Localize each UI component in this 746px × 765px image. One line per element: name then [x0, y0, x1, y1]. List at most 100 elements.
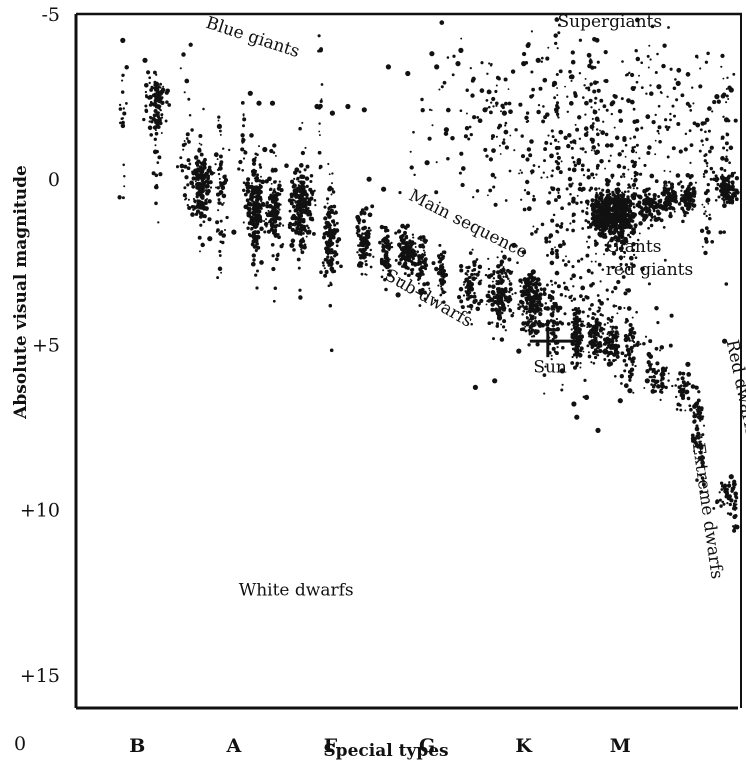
star-point: [507, 277, 510, 280]
star-point: [407, 256, 411, 260]
star-point: [323, 216, 328, 221]
star-point: [549, 142, 553, 145]
star-point: [659, 198, 663, 202]
star-point: [237, 167, 241, 171]
star-point: [532, 283, 535, 286]
star-point: [459, 109, 463, 113]
star-point: [615, 187, 621, 192]
star-point: [188, 162, 192, 166]
star-point: [682, 383, 687, 388]
star-point: [576, 332, 579, 335]
star-point: [155, 90, 160, 94]
star-point: [530, 322, 536, 328]
star-point: [216, 276, 220, 280]
star-point: [593, 149, 596, 152]
star-point: [667, 125, 671, 129]
star-point: [552, 301, 556, 305]
star-point: [619, 268, 622, 270]
star-point: [726, 189, 730, 193]
star-point: [695, 478, 699, 482]
star-point: [256, 215, 260, 219]
star-point: [652, 209, 656, 213]
star-point: [301, 232, 304, 235]
star-point: [700, 416, 704, 421]
star-point: [216, 158, 219, 161]
star-point: [297, 180, 300, 183]
star-point: [487, 321, 492, 326]
star-point: [222, 201, 225, 204]
star-point: [538, 86, 543, 91]
star-point: [629, 137, 632, 140]
star-point: [575, 127, 580, 132]
star-point: [404, 227, 408, 230]
star-point: [534, 229, 538, 234]
star-point: [223, 174, 227, 178]
star-point: [543, 392, 546, 395]
star-point: [656, 84, 662, 90]
star-point: [197, 200, 200, 203]
star-point: [525, 111, 530, 115]
star-point: [558, 129, 564, 135]
star-point: [309, 179, 313, 184]
star-point: [592, 89, 597, 94]
star-point: [699, 490, 704, 494]
star-point: [470, 93, 475, 98]
star-point: [721, 173, 724, 176]
star-point: [528, 303, 531, 307]
star-point: [215, 220, 220, 225]
star-point: [594, 96, 598, 100]
star-point: [621, 60, 624, 63]
star-point: [273, 228, 278, 232]
star-point: [625, 347, 631, 353]
star-point: [570, 328, 573, 331]
star-point: [560, 206, 564, 211]
star-point: [628, 203, 633, 208]
star-point: [638, 232, 641, 235]
star-point: [611, 330, 615, 333]
star-point: [573, 91, 578, 96]
star-point: [198, 142, 201, 145]
star-point: [251, 195, 255, 199]
star-point: [270, 224, 275, 229]
star-point: [607, 159, 611, 163]
star-point: [725, 88, 728, 90]
star-point: [117, 195, 122, 200]
star-point: [680, 376, 685, 381]
star-point: [322, 235, 326, 240]
star-point: [598, 202, 601, 205]
star-point: [594, 151, 599, 156]
star-point: [299, 223, 303, 227]
star-point: [496, 256, 499, 259]
star-point: [597, 221, 601, 226]
star-point: [698, 445, 704, 450]
star-point: [533, 282, 538, 287]
star-point: [726, 76, 729, 79]
star-point: [528, 280, 533, 284]
star-point: [616, 182, 621, 187]
star-point: [204, 206, 209, 211]
star-point: [621, 275, 626, 279]
star-point: [311, 216, 314, 219]
star-point: [519, 327, 524, 332]
star-point: [255, 185, 258, 188]
star-point: [730, 489, 734, 493]
star-point: [251, 239, 256, 244]
star-point: [252, 258, 256, 262]
star-point: [602, 120, 605, 123]
star-point: [202, 220, 206, 224]
star-point: [219, 219, 223, 223]
star-point: [244, 182, 250, 187]
star-point: [186, 166, 191, 171]
star-point: [525, 179, 530, 185]
star-point: [538, 311, 543, 317]
star-point: [625, 344, 629, 348]
star-point: [214, 163, 217, 166]
star-point: [182, 193, 188, 198]
star-point: [624, 363, 629, 367]
star-point: [387, 272, 392, 277]
star-point: [364, 263, 368, 267]
star-point: [631, 339, 634, 342]
star-point: [157, 221, 160, 224]
star-point: [725, 94, 729, 98]
star-point: [619, 215, 622, 219]
